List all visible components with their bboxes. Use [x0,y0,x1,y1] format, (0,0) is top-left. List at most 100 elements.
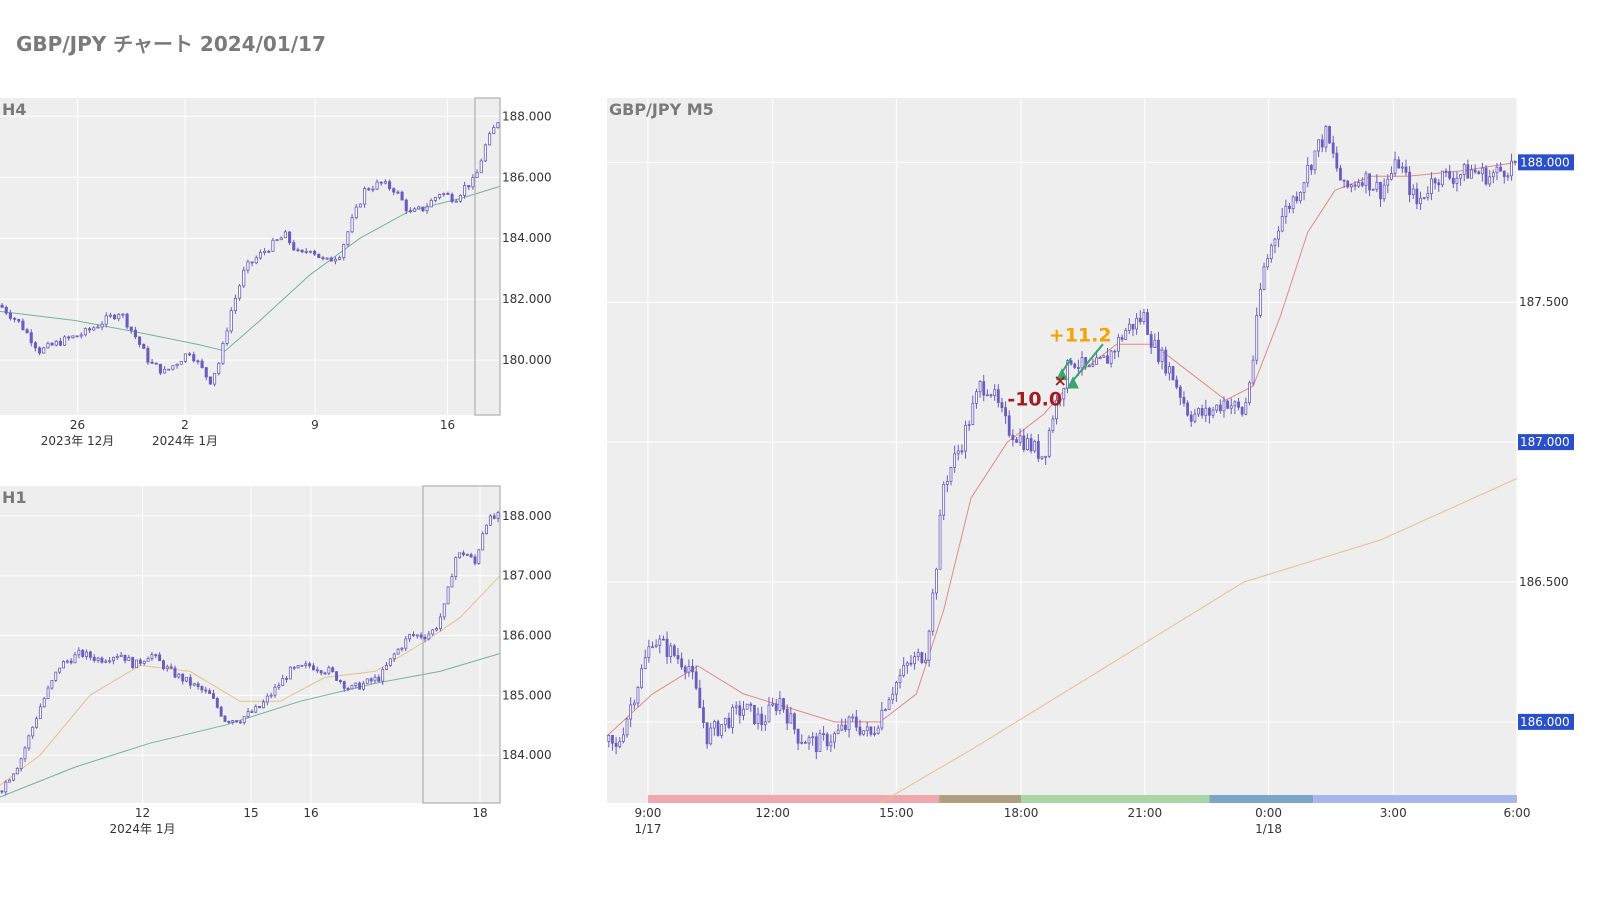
candle-body [942,484,946,516]
candle-body [50,680,54,689]
candle-body [346,231,350,245]
candle-body [104,315,108,325]
candle-body [235,720,238,723]
candle-body [869,726,873,735]
candle-body [793,713,796,730]
chart-h4: 180.000 182.000 184.000 186.000 188.000 26 202… [0,97,552,448]
candle-body [192,683,196,686]
candle-body [847,716,851,731]
candle-body [421,206,425,212]
candle-body [423,636,427,640]
candle-body [1481,167,1484,175]
candle-body [1055,399,1058,420]
candle-body [905,662,909,666]
candle-body [319,670,323,674]
candle-body [1011,434,1015,440]
candle-body [898,675,902,683]
candle-body [327,667,331,674]
x-tick-sublabel: 1/17 [634,822,661,836]
candle-body [425,206,429,212]
candle-body [454,200,458,203]
y-tick-label: 186.000 [502,170,552,184]
candle-body [887,699,891,710]
candle-body [1033,440,1037,452]
session-band [1209,795,1314,803]
candle-body [1422,197,1426,199]
candle-body [0,304,4,308]
candle-body [1007,415,1011,436]
candle-body [1138,317,1142,323]
candle-body [471,177,475,188]
trade-line [1061,357,1072,373]
candle-body [731,706,734,728]
candle-body [375,181,379,190]
candle-body [774,703,778,711]
candle-body [1444,170,1448,173]
candle-body [267,250,271,253]
candle-body [35,718,38,728]
candle-body [1386,178,1390,186]
candle-body [836,729,840,734]
candle-body [392,653,396,660]
candle-body [807,737,811,744]
candle-body [734,705,738,708]
candle-body [844,724,847,731]
candle-body [315,669,319,672]
candle-body [1371,188,1375,191]
candle-body [412,633,415,636]
candle-body [632,702,636,706]
candle-body [1175,379,1179,388]
candle-body [829,741,833,747]
candle-body [158,654,162,662]
candle-body [338,257,342,260]
x-tick-label: 9:00 [634,806,661,820]
candle-body [658,638,662,646]
candle-body [891,693,895,701]
candle-body [811,736,815,739]
candle-body [450,576,454,588]
candle-body [1317,139,1321,152]
candle-body [691,665,694,673]
x-tick-label: 12:00 [755,806,790,820]
x-tick-label: 12 [135,806,150,820]
candle-body [213,372,217,385]
candle-body [1368,173,1371,191]
candle-body [636,686,640,704]
candle-body [167,368,171,371]
candle-body [323,672,327,675]
candle-body [273,686,277,696]
candle-body [876,727,880,734]
candle-body [1157,339,1160,362]
candle-body [46,687,50,699]
candle-body [884,709,887,711]
candle-body [956,450,960,455]
candle-body [238,721,242,724]
candle-body [1102,355,1106,358]
candle-body [1226,400,1230,409]
candle-body [1397,159,1401,169]
candle-body [1131,323,1135,330]
candle-body [483,144,487,162]
candle-body [989,394,993,397]
candle-body [250,711,254,713]
session-band [939,795,1022,803]
candle-body [993,389,997,396]
candle-body [208,376,212,385]
panel-label: GBP/JPY M5 [609,100,714,119]
x-tick-label: 9 [311,418,319,432]
candle-body [188,677,192,686]
candle-body [996,389,1000,403]
candle-body [388,658,392,666]
candle-body [1237,401,1240,408]
candle-body [1262,266,1266,290]
candle-body [200,686,204,691]
candle-body [208,690,212,694]
candle-body [935,568,938,594]
candle-body [92,327,96,331]
candle-body [1284,205,1288,217]
candle-body [1164,349,1168,374]
candle-body [1015,439,1018,443]
candle-body [88,328,92,331]
candle-body [723,717,727,725]
candle-body [1346,180,1350,188]
